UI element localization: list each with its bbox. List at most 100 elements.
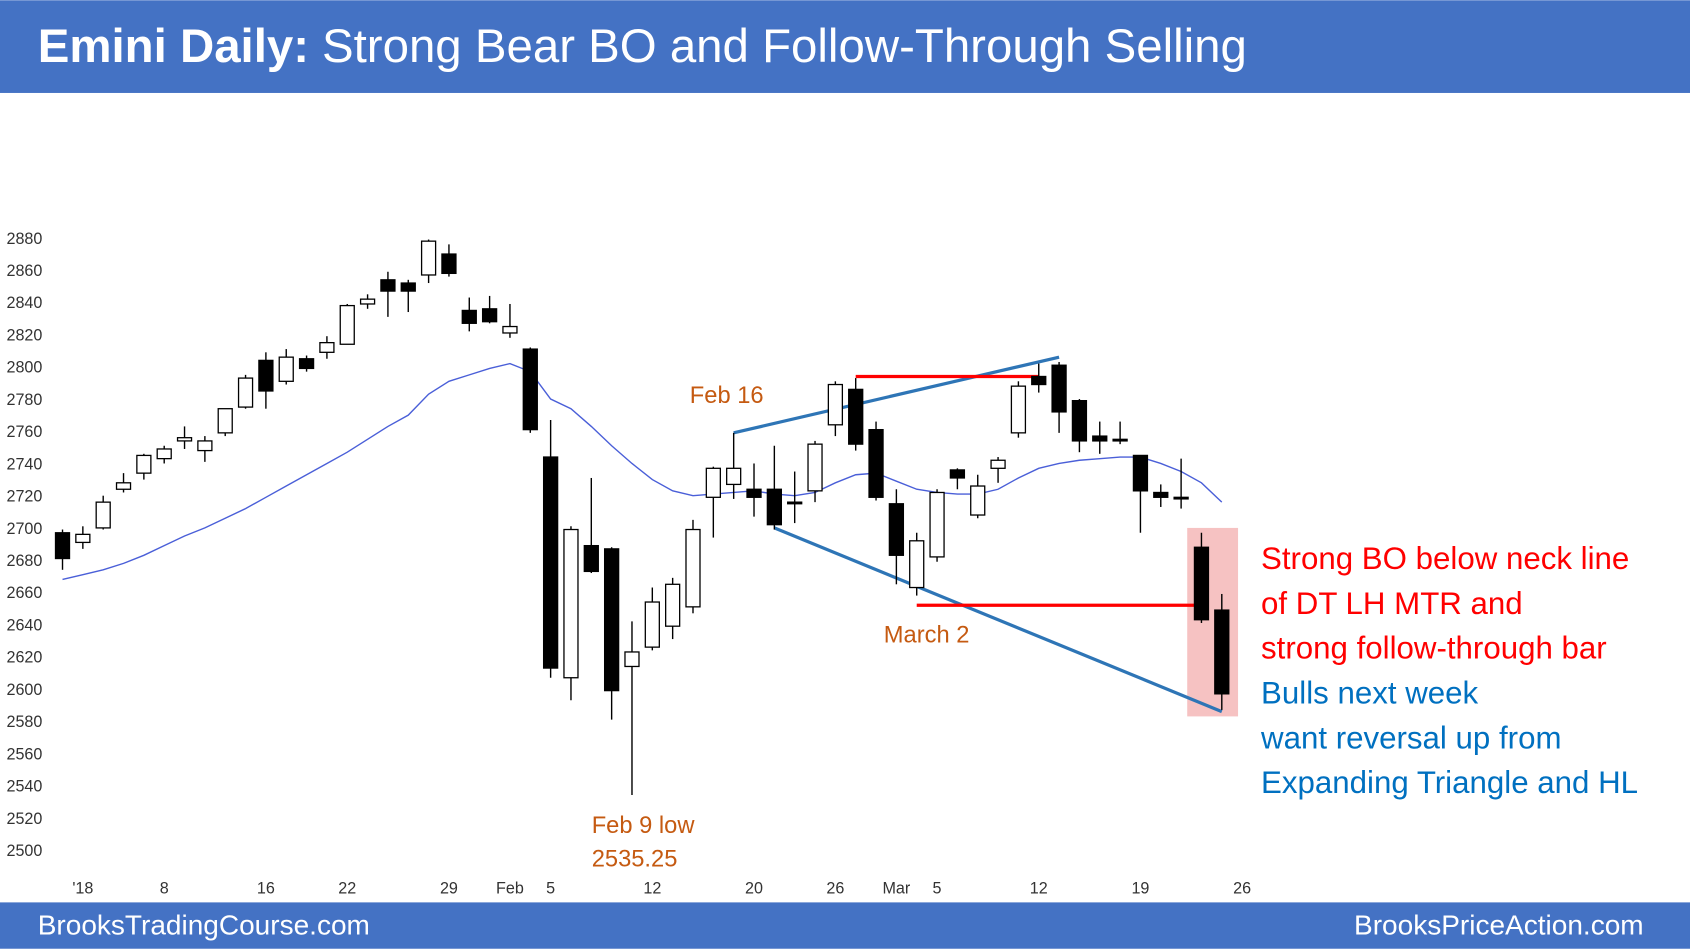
- y-tick-label: 2560: [6, 745, 42, 763]
- candle-body: [522, 348, 538, 431]
- candle-body: [1132, 454, 1149, 492]
- candle-body: [929, 491, 945, 558]
- annotation: Feb 16: [690, 383, 764, 409]
- header: Emini Daily: Strong Bear BO and Follow-Th…: [38, 19, 1247, 72]
- x-tick-label: 12: [643, 880, 661, 898]
- y-tick-label: 2780: [6, 391, 42, 409]
- candle-body: [197, 440, 213, 452]
- y-tick-label: 2540: [6, 778, 42, 796]
- candle-body: [542, 456, 559, 669]
- candle-body: [278, 356, 294, 382]
- candle-body: [217, 408, 233, 434]
- chart-title: Emini Daily:: [38, 19, 309, 72]
- footer-right: BrooksPriceAction.com: [1354, 910, 1644, 941]
- candle-body: [298, 358, 315, 370]
- x-tick-label: 26: [826, 880, 844, 898]
- x-tick-label: 12: [1030, 880, 1048, 898]
- note: Expanding Triangle and HL: [1261, 765, 1638, 800]
- candle-body: [624, 651, 640, 668]
- y-tick-label: 2680: [6, 552, 42, 570]
- candle-body: [949, 469, 966, 479]
- candle-body: [380, 279, 396, 292]
- candle-body: [1092, 435, 1108, 442]
- footer-banner: [0, 902, 1690, 949]
- y-tick-label: 2520: [6, 810, 42, 828]
- y-tick-label: 2760: [6, 423, 42, 441]
- x-tick-label: 29: [440, 880, 458, 898]
- y-tick-label: 2720: [6, 488, 42, 506]
- footer-left: BrooksTradingCourse.com: [38, 910, 370, 941]
- y-tick-label: 2500: [6, 842, 42, 860]
- trendline: [733, 355, 1060, 435]
- candle-body: [461, 309, 477, 324]
- annotation: March 2: [884, 622, 970, 648]
- candle-body: [603, 548, 620, 692]
- x-tick-label: 5: [933, 880, 942, 898]
- candle-body: [1051, 364, 1067, 413]
- header-banner: [0, 0, 1690, 93]
- candle-body: [136, 454, 152, 474]
- candle-body: [156, 448, 172, 460]
- y-tick-label: 2640: [6, 616, 42, 634]
- x-tick-label: 20: [745, 880, 763, 898]
- candle-body: [1010, 385, 1027, 434]
- candle-body: [746, 488, 762, 498]
- candle-body: [868, 428, 884, 498]
- candle-body: [1031, 375, 1047, 386]
- candle-body: [990, 459, 1006, 469]
- candle-body: [54, 532, 71, 560]
- candle-body: [1153, 491, 1169, 498]
- candle-body: [95, 501, 111, 529]
- note: Strong BO below neck line: [1261, 541, 1629, 576]
- trendline: [773, 526, 1223, 714]
- candle-body: [359, 298, 376, 305]
- annotation: Feb 9 low: [592, 813, 696, 839]
- x-tick-label: 19: [1131, 880, 1149, 898]
- annotation: 2535.25: [592, 847, 678, 873]
- candle-body: [258, 359, 274, 392]
- candle-body: [502, 325, 518, 334]
- candle-body: [970, 485, 986, 516]
- candle-body: [909, 540, 925, 589]
- x-tick-label: '18: [72, 880, 93, 898]
- candle-body: [441, 253, 457, 275]
- candle-body: [563, 528, 579, 679]
- y-tick-label: 2620: [6, 649, 42, 667]
- candle-body: [1193, 546, 1210, 621]
- candle-body: [644, 601, 660, 648]
- x-tick-label: 8: [160, 880, 169, 898]
- x-tick-label: 26: [1233, 880, 1251, 898]
- candle-body: [75, 533, 91, 544]
- note: want reversal up from: [1260, 720, 1561, 755]
- candle-body: [583, 544, 599, 573]
- x-tick-label: 16: [257, 880, 275, 898]
- candle-body: [726, 467, 742, 486]
- y-tick-label: 2840: [6, 294, 42, 312]
- y-tick-label: 2580: [6, 713, 42, 731]
- candle-body: [807, 443, 823, 492]
- y-tick-label: 2880: [6, 230, 42, 248]
- note: Bulls next week: [1261, 675, 1478, 710]
- y-tick-label: 2660: [6, 584, 42, 602]
- candle-body: [888, 503, 905, 556]
- candle-body: [400, 282, 416, 292]
- candle-body: [665, 583, 681, 627]
- candle-body: [705, 467, 721, 498]
- y-tick-label: 2700: [6, 520, 42, 538]
- y-tick-label: 2860: [6, 262, 42, 280]
- candle-body: [766, 488, 783, 526]
- candle-body: [787, 501, 803, 505]
- candle-body: [237, 377, 254, 408]
- x-tick-label: 5: [546, 880, 555, 898]
- candle-body: [1173, 496, 1189, 500]
- candle-body: [685, 528, 701, 608]
- candle-body: [420, 240, 437, 276]
- x-tick-label: Feb: [496, 880, 524, 898]
- y-tick-label: 2740: [6, 455, 42, 473]
- candle-body: [176, 437, 193, 442]
- y-tick-label: 2820: [6, 326, 42, 344]
- candle-body: [827, 383, 844, 426]
- candle-body: [1214, 609, 1230, 695]
